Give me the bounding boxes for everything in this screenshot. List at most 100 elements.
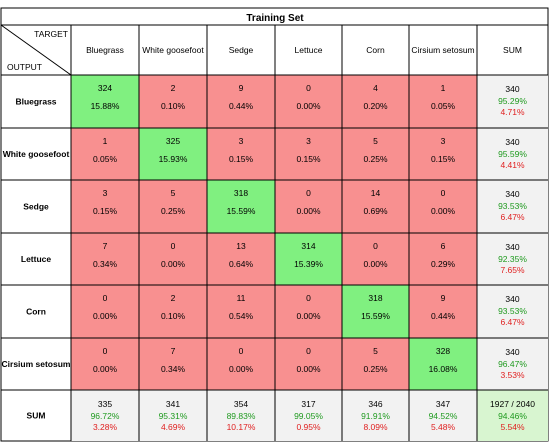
- row-sum-total: 340: [505, 347, 519, 357]
- cell-count: 2: [171, 293, 176, 303]
- cell-count: 3: [441, 136, 446, 146]
- cell-bg: [275, 75, 342, 128]
- row-sum-error-rate: 6.47%: [500, 317, 525, 327]
- cell-count: 6: [441, 241, 446, 251]
- cell-percent: 0.15%: [229, 154, 254, 164]
- row-sum-correct-rate: 95.59%: [498, 149, 527, 159]
- row-sum-bg: [477, 285, 548, 338]
- col-sum-bg: [342, 390, 409, 441]
- row-sum-error-rate: 3.53%: [500, 370, 525, 380]
- row-sum-total: 340: [505, 294, 519, 304]
- cell-count: 1: [103, 136, 108, 146]
- cell-count: 0: [441, 188, 446, 198]
- cell-count: 314: [301, 241, 315, 251]
- row-sum-total: 340: [505, 84, 519, 94]
- col-sum-bg: [275, 390, 342, 441]
- cell-bg: [409, 75, 477, 128]
- col-sum-bg: [409, 390, 477, 441]
- row-header: Corn: [26, 307, 46, 317]
- cell-count: 0: [171, 241, 176, 251]
- cell-bg: [275, 180, 342, 233]
- row-sum-total: 340: [505, 242, 519, 252]
- cell-bg: [207, 338, 275, 390]
- cell-bg: [139, 233, 207, 285]
- col-sum-total: 346: [368, 399, 382, 409]
- col-sum-total: 317: [301, 399, 315, 409]
- col-sum-error-rate: 4.69%: [161, 422, 186, 432]
- cell-percent: 15.93%: [159, 154, 188, 164]
- cell-count: 13: [236, 241, 246, 251]
- cell-percent: 0.44%: [229, 101, 254, 111]
- cell-bg: [275, 338, 342, 390]
- col-sum-error-rate: 0.95%: [296, 422, 321, 432]
- cell-percent: 16.08%: [429, 364, 458, 374]
- cell-bg: [71, 180, 139, 233]
- cell-percent: 0.00%: [161, 259, 186, 269]
- cell-percent: 0.00%: [296, 364, 321, 374]
- row-sum-error-rate: 6.47%: [500, 212, 525, 222]
- row-sum-correct-rate: 95.29%: [498, 96, 527, 106]
- col-sum-correct-rate: 99.05%: [294, 411, 323, 421]
- cell-bg: [139, 180, 207, 233]
- corner-output-label: OUTPUT: [7, 62, 42, 72]
- cell-bg: [275, 285, 342, 338]
- cell-bg: [71, 338, 139, 390]
- row-sum-bg: [477, 233, 548, 285]
- cell-percent: 0.05%: [431, 101, 456, 111]
- cell-bg: [409, 233, 477, 285]
- row-header: Sedge: [23, 202, 49, 212]
- row-header: Cirsium setosum: [2, 359, 71, 369]
- cell-count: 2: [171, 83, 176, 93]
- cell-percent: 0.10%: [161, 101, 186, 111]
- col-sum-correct-rate: 96.72%: [91, 411, 120, 421]
- cell-percent: 0.00%: [229, 364, 254, 374]
- column-header: Corn: [366, 45, 385, 55]
- col-sum-correct-rate: 89.83%: [227, 411, 256, 421]
- cell-count: 0: [103, 346, 108, 356]
- cell-bg: [207, 128, 275, 180]
- cell-percent: 0.29%: [431, 259, 456, 269]
- cell-bg: [342, 180, 409, 233]
- cell-bg: [71, 233, 139, 285]
- cell-bg: [139, 128, 207, 180]
- cell-percent: 0.00%: [93, 311, 118, 321]
- corner-target-label: TARGET: [34, 29, 68, 39]
- cell-bg: [342, 233, 409, 285]
- row-sum-correct-rate: 93.53%: [498, 201, 527, 211]
- col-sum-total: 354: [234, 399, 248, 409]
- row-sum-correct-rate: 96.47%: [498, 359, 527, 369]
- cell-percent: 0.20%: [363, 101, 388, 111]
- cell-count: 5: [171, 188, 176, 198]
- col-sum-correct-rate: 91.91%: [361, 411, 390, 421]
- cell-count: 0: [103, 293, 108, 303]
- cell-count: 0: [239, 346, 244, 356]
- cell-count: 318: [368, 293, 382, 303]
- col-sum-error-rate: 10.17%: [227, 422, 256, 432]
- cell-bg: [139, 285, 207, 338]
- cell-bg: [342, 338, 409, 390]
- cell-percent: 0.00%: [296, 311, 321, 321]
- col-sum-bg: [139, 390, 207, 441]
- cell-count: 11: [237, 293, 246, 303]
- cell-bg: [342, 75, 409, 128]
- col-sum-error-rate: 5.48%: [431, 422, 456, 432]
- col-sum-correct-rate: 95.31%: [159, 411, 188, 421]
- cell-count: 0: [306, 346, 311, 356]
- column-header: Lettuce: [295, 45, 323, 55]
- cell-count: 328: [436, 346, 450, 356]
- overall-sum-bg: [477, 390, 548, 441]
- cell-count: 7: [103, 241, 108, 251]
- cell-bg: [409, 128, 477, 180]
- row-sum-error-rate: 4.41%: [500, 160, 525, 170]
- cell-percent: 0.00%: [431, 206, 456, 216]
- cell-bg: [409, 180, 477, 233]
- row-sum-bg: [477, 128, 548, 180]
- cell-count: 5: [373, 136, 378, 146]
- cell-count: 0: [373, 241, 378, 251]
- cell-percent: 0.25%: [363, 364, 388, 374]
- cell-count: 4: [373, 83, 378, 93]
- cell-percent: 0.34%: [161, 364, 186, 374]
- col-sum-bg: [207, 390, 275, 441]
- sum-row-header: SUM: [27, 411, 46, 421]
